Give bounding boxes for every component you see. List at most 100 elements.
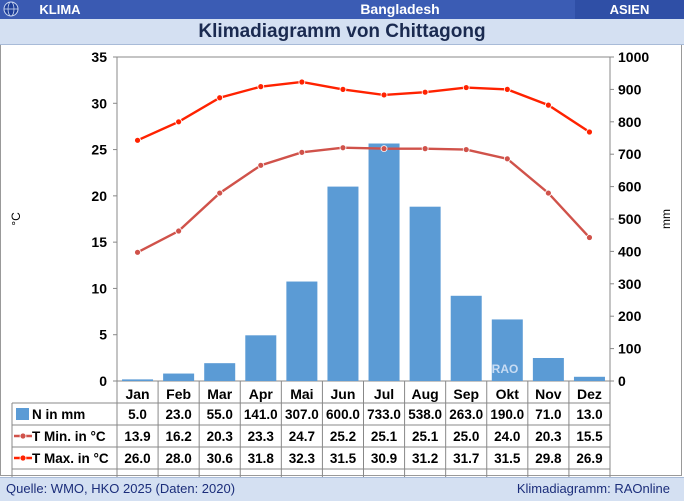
right-axis-tick-label: 700	[618, 146, 642, 162]
tmin-point	[421, 145, 429, 153]
data-value: 31.7	[453, 451, 479, 466]
precip-bar	[245, 335, 277, 381]
data-value: 307.0	[285, 407, 319, 422]
klima-label: KLIMA	[0, 0, 120, 19]
tmax-point	[544, 101, 552, 109]
tmin-point	[339, 144, 347, 152]
tmax-point	[462, 84, 470, 91]
legend-swatch-point	[19, 432, 27, 440]
left-axis-tick-label: 25	[91, 142, 107, 158]
region-label: ASIEN	[575, 0, 684, 19]
tmin-point	[544, 189, 552, 197]
precip-bar	[163, 373, 195, 381]
data-value: 13.0	[576, 407, 602, 422]
tmin-point	[462, 146, 470, 153]
right-axis-tick-label: 600	[618, 179, 642, 195]
data-value: 15.5	[576, 429, 603, 444]
legend-swatch-point	[19, 454, 27, 462]
data-value: 26.0	[124, 451, 150, 466]
tmax-point	[421, 88, 429, 96]
tmin-point	[298, 148, 306, 156]
tmin-point	[257, 161, 265, 169]
chart-frame	[0, 45, 682, 476]
tmin-point	[586, 234, 593, 241]
tmax-point	[134, 136, 141, 144]
data-value: 20.3	[207, 429, 234, 444]
precip-bar	[532, 357, 564, 381]
data-value: 13.9	[124, 429, 150, 444]
month-label: Jan	[125, 386, 149, 402]
left-axis-tick-label: 10	[91, 280, 107, 296]
month-label: Mai	[290, 386, 313, 402]
right-axis-tick-label: 0	[618, 373, 626, 389]
rao-watermark: RAO	[492, 362, 519, 376]
right-axis-tick-label: 1000	[618, 49, 649, 65]
title-bar: Klimadiagramm von Chittagong	[0, 19, 684, 45]
right-axis-tick-label: 900	[618, 81, 642, 97]
data-value: 32.3	[289, 451, 316, 466]
data-value: 31.8	[248, 451, 275, 466]
klima-text: KLIMA	[39, 2, 81, 17]
tmax-point	[380, 91, 388, 99]
tmax-point	[216, 94, 224, 102]
data-value: 24.0	[494, 429, 520, 444]
right-axis-label: mm	[659, 209, 673, 229]
left-axis-tick-label: 20	[91, 188, 107, 204]
source-text: Quelle: WMO, HKO 2025 (Daten: 2020)	[6, 481, 236, 496]
data-value: 25.1	[371, 429, 398, 444]
footer-bar: Quelle: WMO, HKO 2025 (Daten: 2020) Klim…	[0, 477, 684, 501]
series-name: N in mm	[32, 407, 85, 422]
tmax-line	[137, 80, 591, 142]
data-value: 25.0	[453, 429, 479, 444]
tmax-point	[175, 118, 183, 126]
data-value: 31.5	[494, 451, 521, 466]
data-value: 23.3	[248, 429, 275, 444]
month-label: Jun	[331, 386, 356, 402]
data-value: 31.2	[412, 451, 438, 466]
month-label: Nov	[535, 386, 562, 402]
right-axis-tick-label: 100	[618, 341, 642, 357]
data-value: 29.8	[535, 451, 562, 466]
precip-bar	[450, 295, 482, 381]
tmin-point	[216, 189, 224, 197]
data-value: 538.0	[408, 407, 442, 422]
precip-bar	[368, 143, 400, 381]
data-value: 31.5	[330, 451, 357, 466]
data-value: 16.2	[165, 429, 191, 444]
data-value: 733.0	[367, 407, 401, 422]
data-value: 23.0	[165, 407, 191, 422]
right-axis-tick-label: 300	[618, 276, 642, 292]
series-name: T Min. in °C	[32, 429, 106, 444]
precip-bar	[122, 379, 154, 381]
credit-text: Klimadiagramm: RAOnline	[516, 481, 670, 496]
data-value: 5.0	[128, 407, 147, 422]
right-axis-tick-label: 200	[618, 308, 642, 324]
data-value: 25.1	[412, 429, 439, 444]
data-value: 25.2	[330, 429, 356, 444]
left-axis-tick-label: 30	[91, 95, 107, 111]
right-axis-tick-label: 800	[618, 114, 642, 130]
tmax-point	[503, 86, 511, 93]
precip-bar	[286, 281, 318, 381]
data-value: 30.9	[371, 451, 397, 466]
data-value: 28.0	[165, 451, 191, 466]
precip-bar	[491, 319, 523, 381]
month-label: Okt	[496, 386, 520, 402]
tmax-point	[586, 128, 593, 136]
legend-swatch-precip	[16, 408, 29, 420]
tmin-point	[134, 248, 141, 256]
month-label: Apr	[249, 386, 274, 402]
data-value: 20.3	[535, 429, 562, 444]
top-bar: KLIMA Bangladesh ASIEN	[0, 0, 684, 19]
data-value: 26.9	[576, 451, 602, 466]
series-name: T Max. in °C	[32, 451, 109, 466]
data-value: 71.0	[535, 407, 561, 422]
precip-bar	[409, 206, 441, 381]
month-label: Aug	[412, 386, 439, 402]
left-axis-tick-label: 15	[91, 234, 107, 250]
data-value: 600.0	[326, 407, 360, 422]
tmin-line	[136, 146, 591, 254]
left-axis-tick-label: 35	[91, 49, 107, 65]
